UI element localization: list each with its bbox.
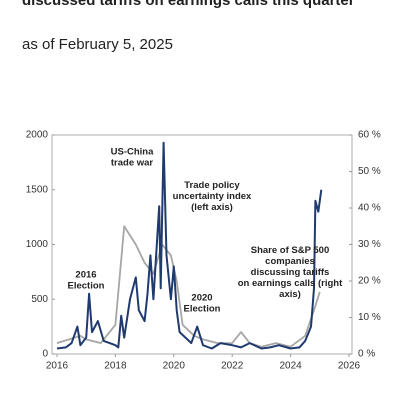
y-tick-label: 1500 <box>26 184 49 195</box>
annotation: Election <box>68 281 105 292</box>
series-line <box>56 225 321 348</box>
legend-label: Share of S&P 500 companies discussing tari… <box>238 245 343 300</box>
y2-tick-label: 60 % <box>358 130 381 141</box>
y2-tick-label: 20 % <box>358 276 381 287</box>
x-tick-label: 2022 <box>221 361 244 372</box>
y-tick-label: 1000 <box>26 239 49 250</box>
annotation: 2020 <box>191 293 212 304</box>
y-tick-label: 500 <box>31 294 48 305</box>
annotation: trade war <box>111 158 154 169</box>
y2-tick-label: 30 % <box>358 239 381 250</box>
x-tick-label: 2026 <box>338 361 361 372</box>
y2-tick-label: 50 % <box>358 166 381 177</box>
y-tick-label: 2000 <box>26 130 49 141</box>
chart-subtitle: as of February 5, 2025 <box>22 36 173 53</box>
chart-title: discussed tariffs on earnings calls this… <box>22 0 355 9</box>
x-tick-label: 2018 <box>104 361 127 372</box>
y-tick-label: 0 <box>42 349 48 360</box>
series-line <box>56 141 323 350</box>
annotation: US-China <box>111 147 154 158</box>
annotation: Election <box>184 304 221 315</box>
y2-tick-label: 40 % <box>358 203 381 214</box>
y2-tick-label: 0 % <box>358 349 375 360</box>
annotation: 2016 <box>75 270 96 281</box>
x-tick-label: 2016 <box>46 361 69 372</box>
legend-label: Trade policy uncertainty index (left axis) <box>173 180 252 213</box>
y2-tick-label: 10 % <box>358 312 381 323</box>
x-tick-label: 2020 <box>163 361 186 372</box>
x-tick-label: 2024 <box>279 361 302 372</box>
